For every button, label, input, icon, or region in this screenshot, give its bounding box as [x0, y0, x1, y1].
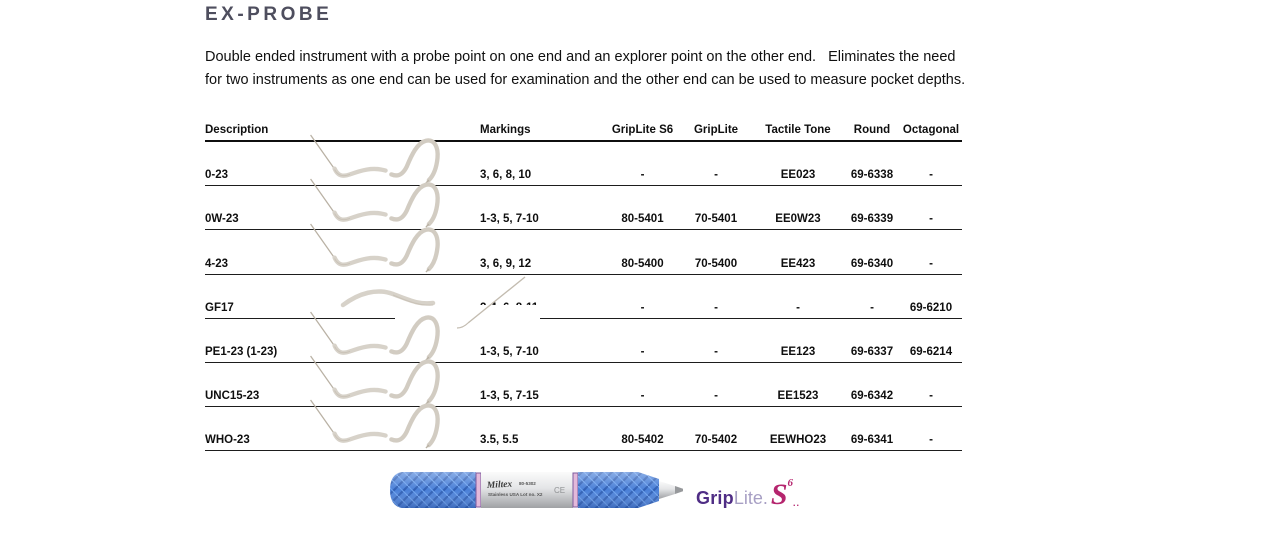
cell-octagonal: -	[929, 257, 933, 270]
cell-markings: 3.5, 5.5	[480, 434, 519, 447]
cell-griplite: -	[714, 345, 718, 358]
cell-description: PE1-23 (1-23)	[205, 345, 278, 358]
instrument-tip-image	[300, 223, 450, 273]
cell-tactile-tone: EE023	[780, 169, 816, 182]
cell-tactile-tone: EE423	[780, 257, 816, 270]
cell-tactile-tone: EE0W23	[775, 213, 821, 226]
logo-s-glyph: S	[770, 478, 788, 511]
cell-griplite-s6: 80-5401	[621, 213, 664, 226]
table-row: 4-23 3, 6, 9, 12 80-5400 70-5400 EE423 6…	[205, 230, 962, 275]
cell-description: UNC15-23	[205, 390, 260, 403]
cell-tactile-tone: EE123	[780, 345, 816, 358]
cell-octagonal: 69-6210	[909, 301, 953, 314]
table-row: GF17 2-4, 6, 8-11 - - - - 69-6210	[205, 275, 962, 319]
cell-description: GF17	[205, 301, 234, 314]
column-header-markings: Markings	[480, 124, 531, 136]
cell-tactile-tone: -	[796, 301, 800, 314]
cell-griplite: -	[714, 169, 718, 182]
cell-griplite-s6: -	[640, 345, 645, 358]
cell-round: 69-6341	[850, 434, 894, 447]
cell-griplite-s6: 80-5402	[621, 434, 664, 447]
cell-description: 4-23	[205, 257, 229, 270]
cell-round: 69-6339	[850, 213, 894, 226]
cell-markings: 1-3, 5, 7-15	[480, 390, 539, 403]
cell-griplite: -	[714, 390, 718, 403]
column-header-tactile-tone: Tactile Tone	[765, 124, 831, 136]
instrument-tip-image	[300, 134, 450, 184]
cell-octagonal: -	[929, 434, 933, 447]
column-header-description: Description	[205, 124, 269, 136]
column-header-octagonal: Octagonal	[902, 124, 960, 136]
table-row: WHO-23 3.5, 5.5 80-5402 70-5402 EEWHO23 …	[205, 407, 962, 452]
cell-octagonal: -	[929, 213, 933, 226]
cell-griplite: 70-5400	[694, 257, 738, 270]
cell-description: 0-23	[205, 169, 229, 182]
logo-grip-text: Grip	[696, 488, 734, 508]
cell-markings: 1-3, 5, 7-10	[480, 345, 539, 358]
cell-tactile-tone: EEWHO23	[769, 434, 827, 447]
column-header-griplite-s6: GripLite S6	[611, 124, 674, 136]
product-table: Description Markings GripLite S6 GripLit…	[205, 122, 962, 452]
product-description: Double ended instrument with a probe poi…	[205, 49, 966, 88]
cell-description: 0W-23	[205, 213, 239, 226]
cell-round: -	[870, 301, 874, 314]
table-row: UNC15-23 1-3, 5, 7-15 - - EE1523 69-6342…	[205, 363, 962, 408]
ce-mark: CE	[554, 486, 565, 495]
handle-label-text: Stainless USA Lot no. X2	[488, 492, 543, 497]
table-row: 0-23 3, 6, 8, 10 - - EE023 69-6338 -	[205, 142, 962, 187]
cell-octagonal: -	[929, 169, 933, 182]
cell-round: 69-6337	[850, 345, 894, 358]
griplite-logo: GripLite. S6..	[696, 477, 800, 512]
logo-lite-text: Lite.	[733, 488, 768, 508]
handle-brand-text: Miltex	[486, 480, 513, 491]
cell-octagonal: -	[929, 390, 933, 403]
logo-dots: ..	[793, 498, 801, 508]
instrument-photo: Miltex 80-5302 Stainless USA Lot no. X2 …	[390, 472, 683, 508]
cell-griplite-s6: -	[640, 169, 645, 182]
instrument-tip-image	[300, 399, 450, 449]
column-header-griplite: GripLite	[693, 124, 739, 136]
cell-griplite: 70-5402	[694, 434, 738, 447]
table-header-row: Description Markings GripLite S6 GripLit…	[205, 122, 962, 142]
cell-griplite-s6: -	[640, 301, 645, 314]
cell-markings: 3, 6, 8, 10	[480, 169, 532, 182]
cell-round: 69-6340	[850, 257, 894, 270]
cell-description: WHO-23	[205, 434, 250, 447]
cell-griplite: -	[714, 301, 718, 314]
cell-tactile-tone: EE1523	[777, 390, 819, 403]
table-row: 0W-23 1-3, 5, 7-10 80-5401 70-5401 EE0W2…	[205, 186, 962, 231]
cell-markings: 3, 6, 9, 12	[480, 257, 532, 270]
table-row: PE1-23 (1-23) 1-3, 5, 7-10 - - EE123 69-…	[205, 319, 962, 363]
instrument-tip-image	[300, 355, 450, 405]
cell-griplite-s6: 80-5400	[621, 257, 664, 270]
instrument-tip-image	[300, 178, 450, 228]
cell-round: 69-6338	[850, 169, 894, 182]
cell-griplite-s6: -	[640, 390, 645, 403]
column-header-round: Round	[853, 124, 891, 136]
page-title: EX-PROBE	[205, 4, 333, 25]
cell-griplite: 70-5401	[694, 213, 738, 226]
cell-markings: 1-3, 5, 7-10	[480, 213, 539, 226]
logo-six-superscript: 6	[787, 477, 794, 489]
cell-round: 69-6342	[850, 390, 894, 403]
cell-octagonal: 69-6214	[909, 345, 953, 358]
instrument-tip-image	[300, 311, 450, 361]
handle-model-text: 80-5302	[519, 481, 536, 486]
